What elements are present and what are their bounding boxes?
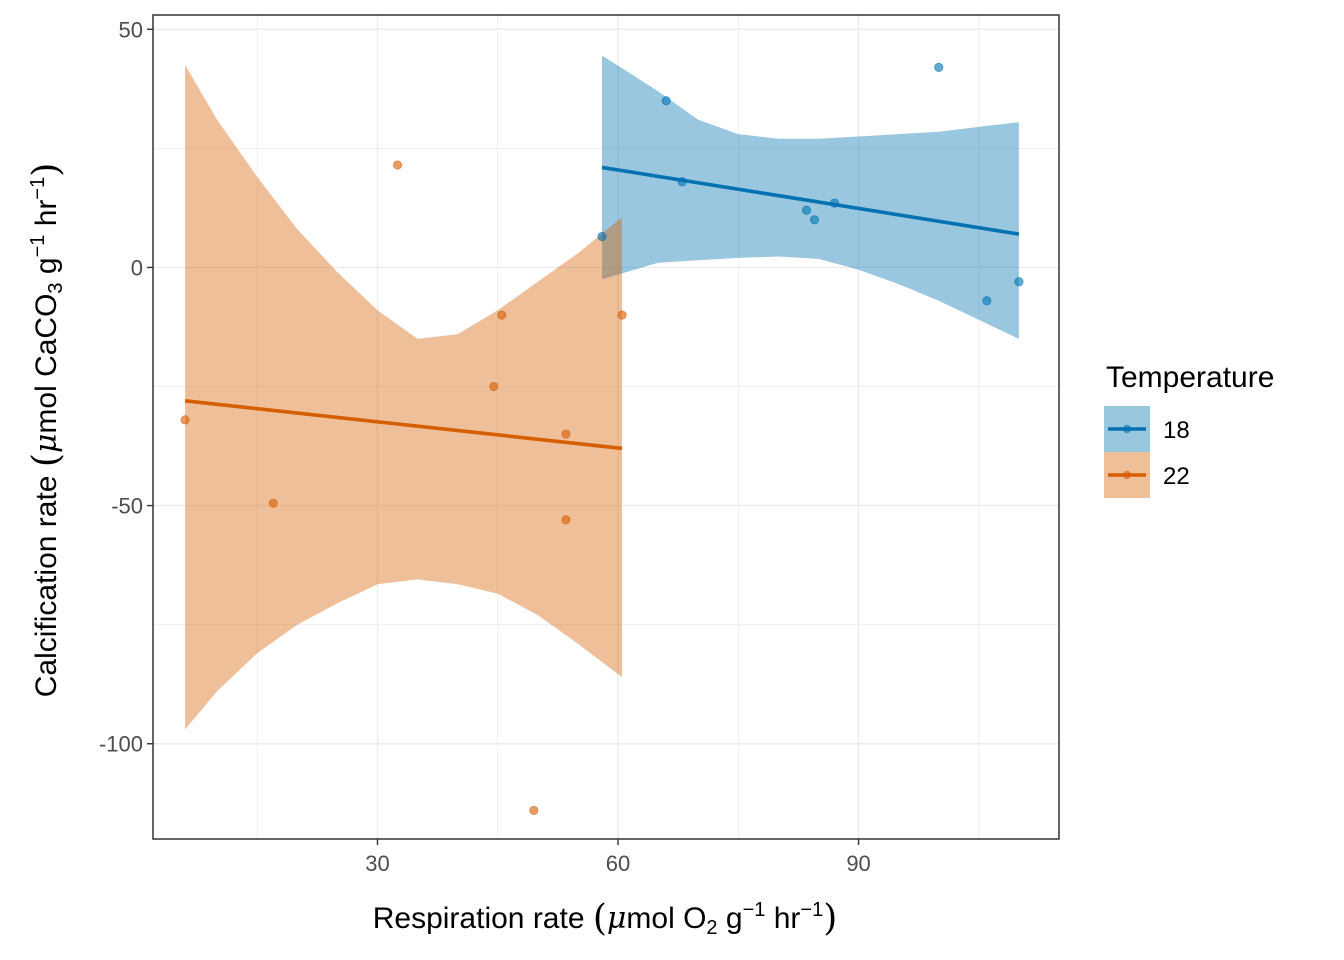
grid-lines (153, 15, 1059, 839)
legend-point (1122, 424, 1132, 434)
data-point-22 (617, 310, 627, 320)
data-point-22 (489, 381, 499, 392)
legend: Temperature 18 22 (1104, 361, 1274, 498)
data-point-22 (180, 415, 190, 425)
data-point-22 (529, 805, 539, 816)
fit-line-22 (184, 399, 623, 451)
confidence-bands (185, 55, 1019, 730)
data-point-18 (597, 231, 607, 242)
y-tick-label: -100 (99, 732, 143, 757)
data-point-18 (1014, 277, 1024, 287)
confidence-band-18 (602, 55, 1019, 339)
data-point-22 (268, 498, 278, 508)
y-tick-label: 50 (119, 17, 143, 42)
data-point-18 (934, 62, 944, 72)
legend-key-22: 22 (1104, 452, 1190, 498)
axes: 30 60 90 50 0 -50 -100 (99, 17, 871, 876)
x-tick-label: 60 (606, 851, 630, 876)
x-tick-label: 30 (365, 851, 389, 876)
data-point-18 (809, 215, 820, 225)
legend-label: 22 (1163, 463, 1190, 490)
x-axis-title: Respiration rate (μmol O2 g−1 hr−1) (373, 898, 838, 939)
legend-label: 18 (1163, 417, 1190, 444)
x-tick-label: 90 (846, 851, 870, 876)
data-point-22 (561, 429, 571, 439)
data-point-22 (392, 160, 403, 170)
confidence-band-22 (185, 65, 622, 730)
data-points (180, 62, 1024, 816)
legend-title: Temperature (1106, 361, 1274, 394)
data-point-22 (497, 310, 507, 320)
data-point-18 (661, 96, 671, 106)
fit-lines (184, 165, 1020, 451)
y-axis-title: Calcification rate (μmol CaCO3 g−1 hr−1) (26, 163, 67, 698)
legend-key-18: 18 (1104, 406, 1190, 452)
data-point-18 (801, 205, 812, 215)
legend-point (1122, 470, 1132, 480)
fit-line-18 (601, 165, 1020, 236)
y-tick-label: 0 (131, 255, 143, 280)
y-tick-label: -50 (111, 494, 143, 519)
data-point-18 (982, 296, 992, 306)
plot-panel-border (152, 14, 1060, 840)
data-point-22 (561, 515, 571, 525)
